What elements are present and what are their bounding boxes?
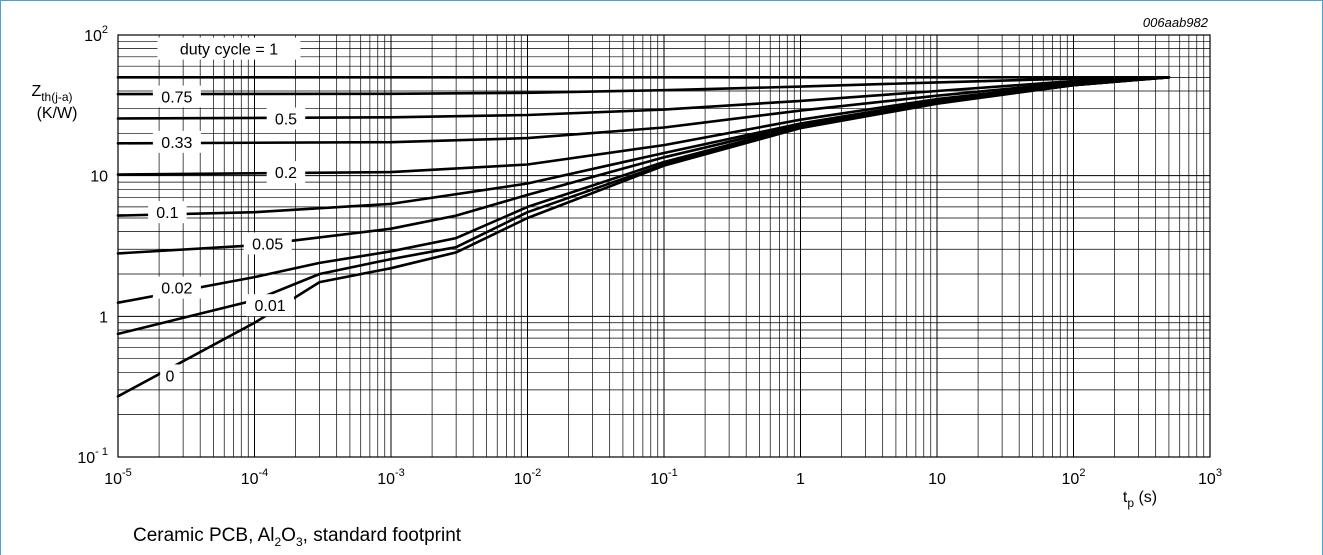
series-label-bg <box>152 130 201 153</box>
series-label-bg <box>152 85 201 108</box>
series-label-8: 0.01 <box>254 298 285 315</box>
x-tick-label: 103 <box>1198 467 1222 488</box>
series-label-bg <box>157 37 301 60</box>
figure-caption: Ceramic PCB, Al2O3, standard footprint <box>133 525 461 549</box>
series-label-0: duty cycle = 1 <box>180 42 278 59</box>
series-label-9: 0 <box>165 368 174 385</box>
y-axis-label: Zth(j-a) <box>31 83 72 104</box>
series-line-2 <box>116 76 1171 120</box>
x-tick-label: 10-2 <box>514 467 542 488</box>
figure-id: 006aab982 <box>1143 15 1209 30</box>
y-tick-label: 10 <box>90 169 108 186</box>
series-label-bg <box>246 294 295 317</box>
y-tick-label: 10- 1 <box>77 446 108 467</box>
series-label-1: 0.75 <box>161 90 192 107</box>
series-line-9 <box>116 76 1171 398</box>
series-label-4: 0.2 <box>275 165 297 182</box>
y-tick-label: 102 <box>84 24 108 45</box>
x-tick-label: 10-1 <box>650 467 678 488</box>
series-label-7: 0.02 <box>161 281 192 298</box>
series-labels: duty cycle = 1 0.75 0.5 0.33 0.2 0.1 0.05 0.02 0… <box>148 37 306 387</box>
series-group <box>116 76 1171 398</box>
series-line-3 <box>116 76 1171 145</box>
x-tick-label: 1 <box>796 471 805 488</box>
series-label-bg <box>266 107 306 130</box>
series-label-6: 0.05 <box>252 236 283 253</box>
x-axis-label: tp (s) <box>1123 489 1157 510</box>
y-tick-label: 1 <box>99 309 108 326</box>
series-label-3: 0.33 <box>161 135 192 152</box>
series-label-2: 0.5 <box>275 111 297 128</box>
series-label-bg <box>148 201 187 224</box>
caption-sub1: 2 <box>274 534 282 549</box>
caption-prefix: Ceramic PCB, Al <box>133 525 275 546</box>
series-label-bg <box>152 276 201 299</box>
caption-mid: O <box>281 525 296 546</box>
series-label-5: 0.1 <box>156 205 178 222</box>
y-tick-labels: 10- 1 1 10 102 <box>77 24 108 467</box>
series-label-bg <box>160 364 180 387</box>
x-tick-labels: 10-5 10-4 10-3 10-2 10-1 1 10 102 103 <box>104 467 1222 488</box>
x-tick-label: 10-4 <box>241 467 269 488</box>
series-label-bg <box>266 161 306 184</box>
series-label-bg <box>243 232 292 255</box>
plot-frame <box>117 34 1211 458</box>
caption-sub2: 3 <box>295 534 303 549</box>
x-tick-label: 10 <box>928 471 946 488</box>
y-axis-unit: (K/W) <box>37 105 78 122</box>
x-tick-label: 10-5 <box>104 467 132 488</box>
series-line-1 <box>116 76 1171 96</box>
x-tick-label: 10-3 <box>377 467 405 488</box>
thermal-impedance-chart: duty cycle = 1 0.75 0.5 0.33 0.2 0.1 0.05 0.02 0… <box>31 15 1222 510</box>
series-line-5 <box>116 76 1171 217</box>
x-tick-label: 102 <box>1062 467 1086 488</box>
caption-suffix: , standard footprint <box>302 525 462 546</box>
